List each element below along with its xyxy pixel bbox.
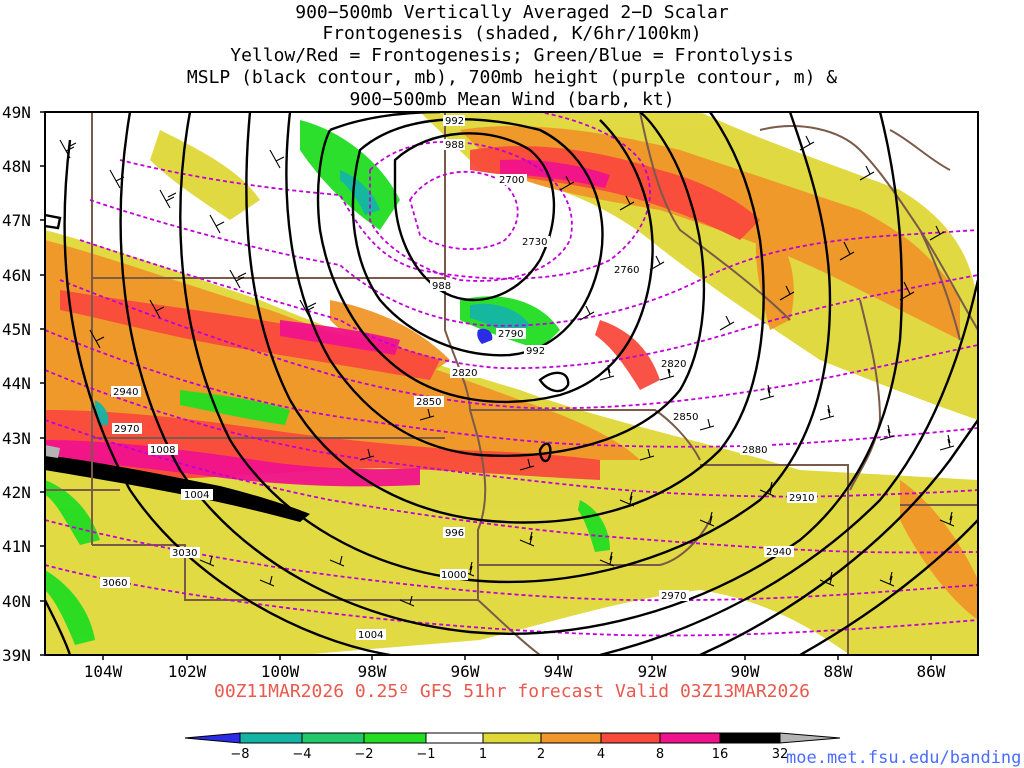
- mslp-label: 996: [445, 528, 464, 539]
- height-label: 2940: [113, 387, 138, 398]
- mslp-label: 1004: [358, 630, 383, 641]
- colorbar-label: 16: [712, 747, 729, 762]
- height-label: 2760: [614, 265, 639, 276]
- title-line-1: 900−500mb Vertically Averaged 2−D Scalar: [295, 2, 729, 23]
- forecast-valid-text: 00Z11MAR2026 0.25º GFS 51hr forecast Val…: [213, 681, 811, 702]
- lat-label: 49N: [2, 103, 31, 122]
- lon-label: 100W: [261, 662, 300, 681]
- lat-label: 44N: [2, 374, 31, 393]
- mslp-label: 992: [526, 346, 545, 357]
- mslp-label: 992: [445, 116, 464, 127]
- lon-label: 90W: [731, 662, 760, 681]
- colorbar-cell: [659, 732, 721, 744]
- colorbar-label: 4: [597, 747, 605, 762]
- state-borders: [45, 112, 978, 655]
- mslp-labels: 992 988 988 992 996 1000 1004 1004 1008: [148, 115, 546, 641]
- lon-label: 92W: [638, 662, 667, 681]
- height-label: 3030: [172, 548, 197, 559]
- height-label: 2700: [499, 175, 524, 186]
- title-line-2: Frontogenesis (shaded, K/6hr/100km): [322, 23, 702, 44]
- colorbar: −8 −4 −2 −1 1 2 4 8 16 32: [184, 732, 841, 762]
- lat-label: 48N: [2, 157, 31, 176]
- colorbar-cell: [779, 732, 841, 744]
- height-label: 2880: [742, 445, 767, 456]
- height-label: 2970: [661, 591, 686, 602]
- lon-label: 86W: [917, 662, 946, 681]
- colorbar-label: 32: [772, 747, 789, 762]
- colorbar-label: 8: [656, 747, 664, 762]
- lon-label: 102W: [168, 662, 207, 681]
- colorbar-cell: [540, 732, 602, 744]
- latitude-axis: 49N 48N 47N 46N 45N 44N 43N 42N 41N 40N …: [2, 103, 45, 665]
- credit-link[interactable]: moe.met.fsu.edu/banding: [786, 748, 1022, 768]
- lat-label: 41N: [2, 537, 31, 556]
- mslp-label: 988: [432, 281, 451, 292]
- lat-label: 39N: [2, 646, 31, 665]
- lat-label: 47N: [2, 211, 31, 230]
- colorbar-label: −8: [230, 747, 249, 762]
- shade-black: [45, 455, 310, 522]
- title-line-3: Yellow/Red = Frontogenesis; Green/Blue =…: [230, 45, 794, 66]
- height-label: 2850: [416, 397, 441, 408]
- height-label: 2820: [661, 359, 686, 370]
- lat-label: 43N: [2, 429, 31, 448]
- mslp-label: 1000: [441, 570, 466, 581]
- mslp-label: 1008: [150, 445, 175, 456]
- height-label: 2790: [498, 329, 523, 340]
- colorbar-label: 2: [537, 747, 545, 762]
- colorbar-cell: [719, 732, 781, 744]
- wind-barbs: [59, 135, 955, 607]
- height-labels: 2700 2730 2760 2790 2820 2820 2850 2850 …: [100, 174, 817, 602]
- mslp-label: 1004: [184, 490, 209, 501]
- height-label: 2940: [766, 547, 791, 558]
- colorbar-cell: [482, 732, 542, 744]
- height-label: 2850: [673, 412, 698, 423]
- title-line-4: MSLP (black contour, mb), 700mb height (…: [186, 67, 838, 88]
- shade-blue: [477, 328, 493, 344]
- lon-label: 88W: [824, 662, 853, 681]
- colorbar-cell: [301, 732, 365, 744]
- lon-label: 94W: [544, 662, 573, 681]
- height-label: 2910: [789, 493, 814, 504]
- lat-label: 42N: [2, 483, 31, 502]
- longitude-axis: 104W 102W 100W 98W 96W 94W 92W 90W 88W 8…: [84, 655, 946, 681]
- height-label: 2820: [452, 368, 477, 379]
- lat-label: 46N: [2, 266, 31, 285]
- shade-gray: [45, 445, 60, 458]
- lon-label: 96W: [451, 662, 480, 681]
- colorbar-cell: [184, 732, 241, 744]
- colorbar-cells: [184, 732, 841, 744]
- colorbar-cell: [600, 732, 661, 744]
- colorbar-label: −2: [354, 747, 373, 762]
- lat-label: 45N: [2, 320, 31, 339]
- colorbar-cell: [239, 732, 303, 744]
- title-line-5: 900−500mb Mean Wind (barb, kt): [349, 89, 675, 110]
- colorbar-cell: [425, 732, 484, 744]
- colorbar-cell: [363, 732, 427, 744]
- frontogenesis-shading: [45, 112, 978, 655]
- colorbar-label: −1: [416, 747, 435, 762]
- height-label: 3060: [102, 578, 127, 589]
- colorbar-label: 1: [479, 747, 487, 762]
- height-label: 2970: [114, 424, 139, 435]
- colorbar-label: −4: [292, 747, 311, 762]
- height-label: 2730: [522, 237, 547, 248]
- mslp-label: 988: [445, 140, 464, 151]
- lon-label: 98W: [358, 662, 387, 681]
- lon-label: 104W: [84, 662, 123, 681]
- lat-label: 40N: [2, 592, 31, 611]
